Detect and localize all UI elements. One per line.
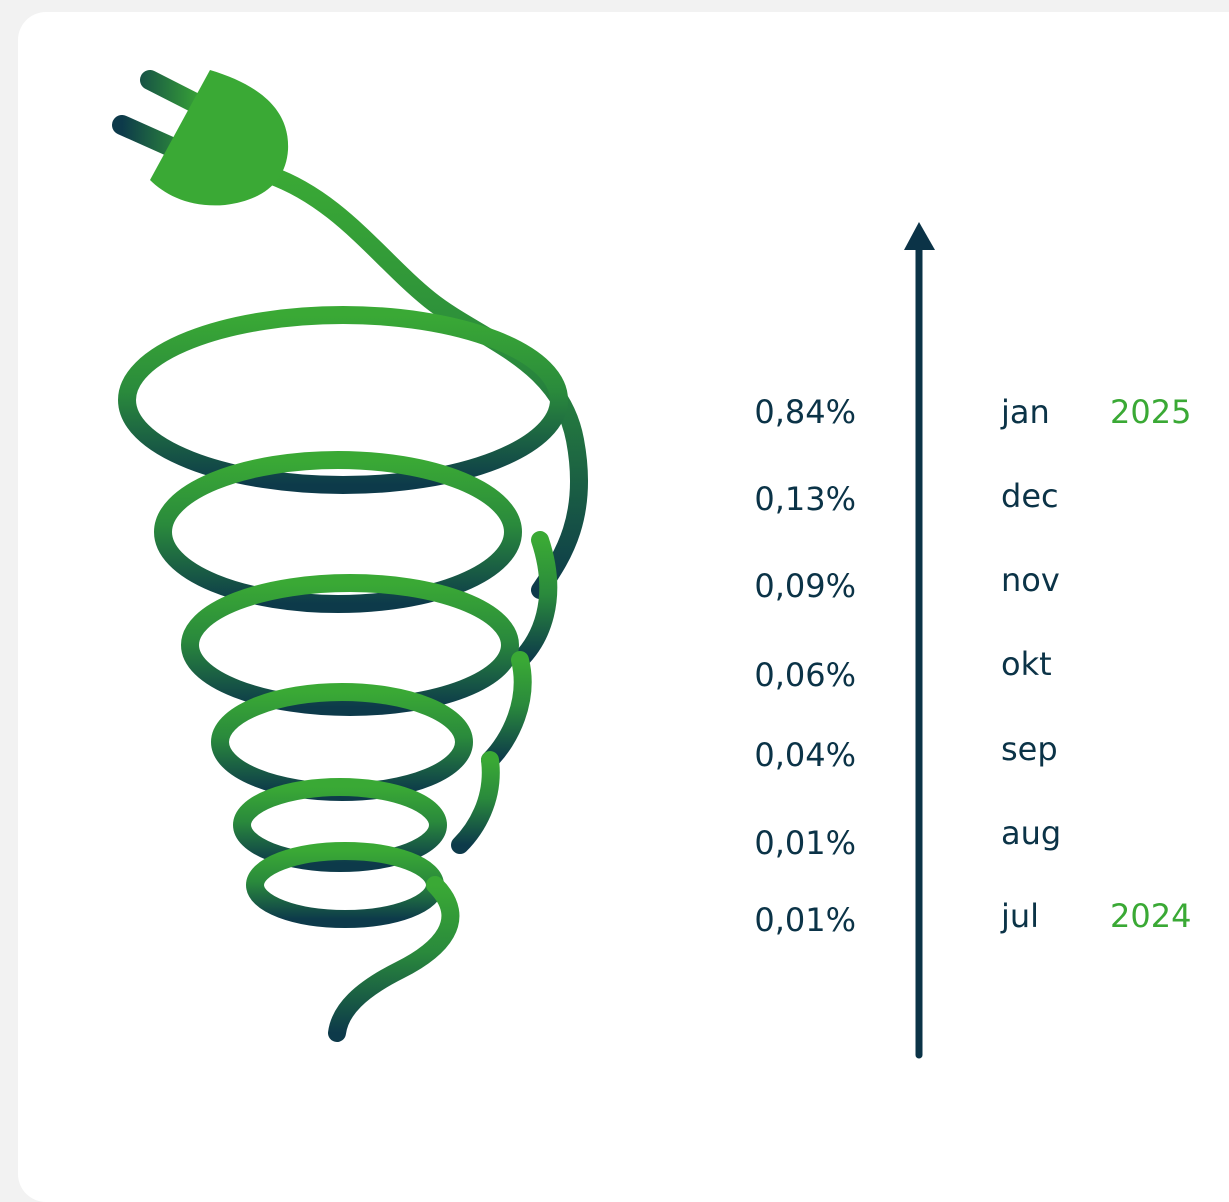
year: 2025: [1110, 393, 1191, 431]
percentage: 0,09%: [754, 567, 856, 605]
month: okt: [1001, 645, 1052, 683]
percentage: 0,04%: [754, 736, 856, 774]
percentage: 0,13%: [754, 480, 856, 518]
month: jan: [1000, 393, 1050, 431]
percentage: 0,01%: [754, 824, 856, 862]
spiral-cord: [122, 80, 579, 1033]
year: 2024: [1110, 897, 1191, 935]
month: jul: [1000, 897, 1039, 935]
timeline-arrow: [904, 222, 935, 1055]
percentage: 0,01%: [754, 901, 856, 939]
month: nov: [1001, 561, 1060, 599]
page: 0,84% jan 2025 0,13% dec 0,09% nov 0,06% okt 0,04…: [0, 0, 1229, 1176]
month: aug: [1001, 814, 1061, 852]
percentage: 0,84%: [754, 393, 856, 431]
percentage: 0,06%: [754, 656, 856, 694]
infographic: 0,84% jan 2025 0,13% dec 0,09% nov 0,06% okt 0,04…: [0, 0, 1229, 1176]
month: dec: [1001, 477, 1059, 515]
month: sep: [1001, 730, 1058, 768]
